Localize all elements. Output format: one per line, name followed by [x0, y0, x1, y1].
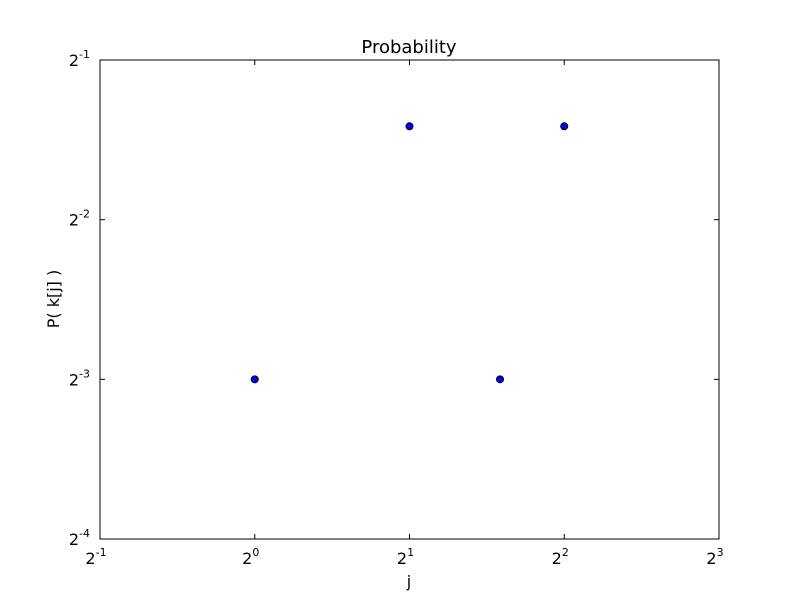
y-axis-label: P( k[j] ): [44, 270, 63, 329]
data-point: [405, 122, 414, 131]
y-tick-label-exponent: -2: [79, 208, 90, 221]
x-tick-label-base: 2: [85, 549, 95, 568]
x-tick-label-exponent: 3: [717, 546, 724, 559]
x-tick-label: 20: [242, 546, 259, 568]
data-points: [250, 122, 569, 384]
y-tick-label-base: 2: [69, 530, 79, 549]
x-tick-label: 2-1: [85, 546, 106, 568]
y-tick-label-base: 2: [69, 211, 79, 230]
x-tick-label: 22: [552, 546, 569, 568]
plot-area: [99, 59, 720, 540]
y-tick-label-base: 2: [69, 370, 79, 389]
x-tick-label-exponent: -1: [96, 546, 107, 559]
y-tick-label-exponent: -3: [79, 367, 90, 380]
y-tick-label: 2-4: [69, 527, 90, 549]
data-point: [250, 375, 259, 384]
x-tick-label-exponent: 1: [407, 546, 414, 559]
y-tick-label-exponent: -1: [79, 48, 90, 61]
x-tick-label-exponent: 0: [252, 546, 259, 559]
chart-title: Probability: [361, 37, 456, 58]
y-axis-ticks: 2-42-32-22-1: [69, 48, 719, 549]
x-tick-label-base: 2: [552, 549, 562, 568]
x-tick-label-base: 2: [397, 549, 407, 568]
x-tick-label: 23: [706, 546, 723, 568]
x-tick-label-exponent: 2: [562, 546, 569, 559]
y-tick-label: 2-3: [69, 367, 90, 389]
x-tick-label-base: 2: [706, 549, 716, 568]
x-axis-label: j: [406, 572, 411, 591]
x-tick-label: 21: [397, 546, 414, 568]
y-tick-label: 2-2: [69, 208, 90, 230]
data-point: [496, 375, 505, 384]
y-tick-label-base: 2: [69, 51, 79, 70]
x-tick-label-base: 2: [242, 549, 252, 568]
y-tick-label: 2-1: [69, 48, 90, 70]
x-axis-ticks: 2-1 20 21 22 23: [85, 60, 724, 568]
y-tick-label-exponent: -4: [79, 527, 90, 540]
data-point: [560, 122, 569, 131]
